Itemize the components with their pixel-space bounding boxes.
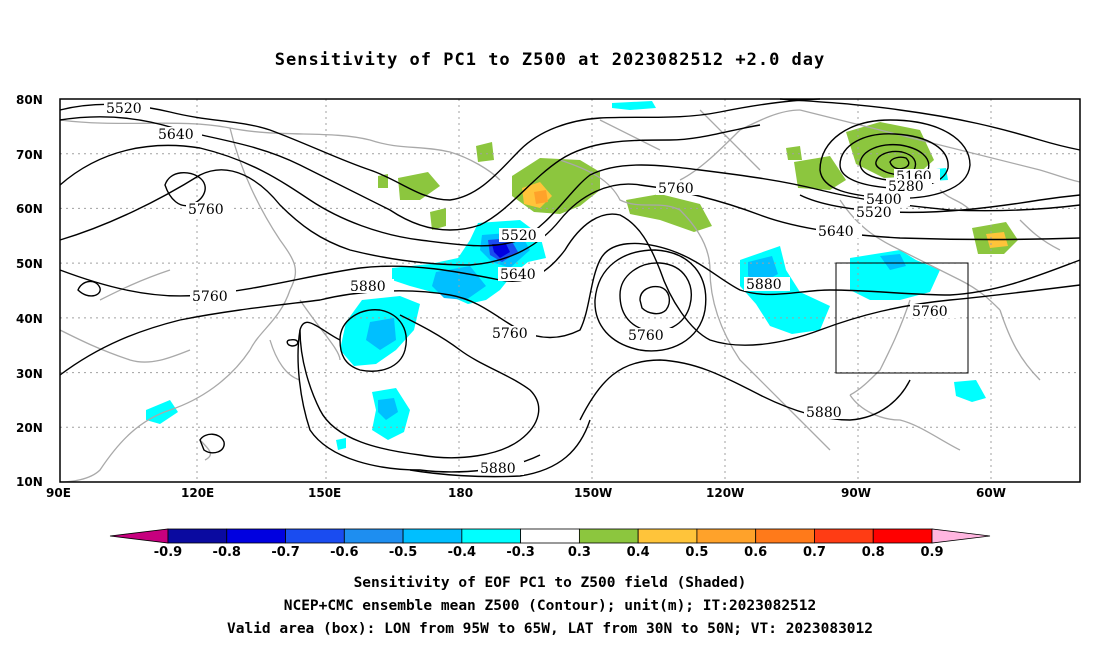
lat-label: 50N [16,257,43,271]
contour-label: 5880 [746,277,782,293]
contour-label: 5880 [350,279,386,295]
contour-label: 5640 [158,127,194,143]
colorbar-box [167,528,228,544]
colorbar-arrow-low [109,528,169,544]
contour-label: 5760 [912,304,948,320]
contour-label: 5880 [480,461,516,477]
caption-shaded: Sensitivity of EOF PC1 to Z500 field (Sh… [353,575,747,591]
colorbar-box [343,528,404,544]
colorbar-label: -0.8 [213,545,241,560]
caption-contour: NCEP+CMC ensemble mean Z500 (Contour); u… [283,598,817,614]
contour-label: 5760 [492,326,528,342]
lon-label: 90W [841,486,871,500]
negative-patch [378,398,398,420]
colorbar-box [755,528,815,544]
colorbar-label: 0.6 [744,545,767,560]
lon-label: 90E [46,486,71,500]
lon-label: 120E [181,486,214,500]
colorbar-label: -0.9 [154,545,182,560]
colorbar-box [226,528,286,544]
negative-patch [146,400,178,424]
lat-label: 10N [16,475,43,489]
colorbar-box [520,528,580,544]
colorbar-arrow-high [931,528,991,544]
colorbar-label: -0.3 [506,545,534,560]
colorbar-box [402,528,463,544]
lon-label: 150W [574,486,612,500]
lon-label: 120W [706,486,744,500]
lon-label: 180 [448,486,473,500]
latitude-labels: 80N 70N 60N 50N 40N 30N 20N 10N [16,93,43,489]
colorbar-label: 0.4 [627,545,650,560]
lat-label: 70N [16,148,43,162]
colorbar-label: 0.8 [862,545,885,560]
colorbar: -0.9 -0.8 -0.7 -0.6 -0.5 -0.4 -0.3 0.3 0.4 0.5 0.6… [109,528,991,560]
negative-patch [954,380,986,402]
colorbar-label: 0.5 [685,545,708,560]
colorbar-box [814,528,874,544]
longitude-labels: 90E 120E 150E 180 150W 120W 90W 60W [46,486,1006,500]
lon-label: 150E [308,486,341,500]
lat-label: 80N [16,93,43,107]
contour-label: 5640 [818,224,854,240]
colorbar-box [578,528,639,544]
contour-label: 5760 [628,328,664,344]
sensitivity-shading [146,101,1018,450]
negative-patch [880,254,906,270]
contour-label: 5760 [658,181,694,197]
colorbar-label: 0.3 [568,545,591,560]
colorbar-box [696,528,757,544]
colorbar-box [461,528,522,544]
colorbar-label: -0.7 [271,545,299,560]
colorbar-label: -0.6 [330,545,358,560]
colorbar-box [285,528,345,544]
lat-label: 20N [16,421,43,435]
contour-labels: 5520 5640 5760 5760 5880 5520 5640 5760 … [104,101,956,477]
positive-patch [534,190,548,204]
contour-label: 5280 [888,179,924,195]
contour-label: 5880 [806,405,842,421]
map-panel: 5520 5640 5760 5760 5880 5520 5640 5760 … [16,93,1081,500]
chart-title: Sensitivity of PC1 to Z500 at 2023082512… [274,50,826,70]
lat-label: 40N [16,312,43,326]
contour-label: 5640 [500,267,536,283]
contour-label: 5520 [106,101,142,117]
colorbar-box [872,528,933,544]
contour-label: 5520 [856,205,892,221]
negative-patch [612,101,656,110]
positive-patch [430,208,446,230]
negative-patch [492,244,510,258]
positive-patch [398,172,440,200]
colorbar-label: -0.4 [448,545,476,560]
positive-patch [786,146,802,160]
negative-patch [336,438,346,450]
contour-label: 5400 [866,192,902,208]
colorbar-box [637,528,698,544]
positive-patch [378,174,388,188]
contour-label: 5520 [501,228,537,244]
contour-label: 5760 [188,202,224,218]
lat-label: 60N [16,202,43,216]
caption-valid-area: Valid area (box): LON from 95W to 65W, L… [226,621,873,637]
colorbar-label: 0.7 [803,545,826,560]
lat-label: 30N [16,367,43,381]
contour-label: 5760 [192,289,228,305]
colorbar-label: -0.5 [389,545,417,560]
valid-area-box [835,262,969,374]
positive-patch [476,142,494,162]
negative-patch [366,318,396,350]
map-border [59,98,1081,483]
colorbar-label: 0.9 [920,545,943,560]
lon-label: 60W [976,486,1006,500]
